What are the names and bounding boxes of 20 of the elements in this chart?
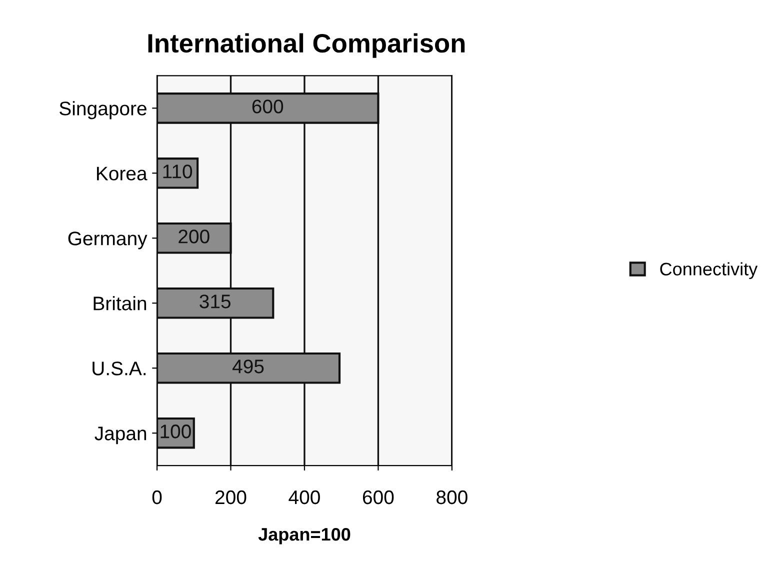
- data-label: 110: [163, 164, 192, 178]
- x-tick-label: 200: [216, 490, 246, 504]
- x-tick-label: 800: [436, 490, 468, 504]
- x-tick-label: 600: [362, 490, 394, 504]
- y-tick-label: U.S.A.: [92, 362, 146, 376]
- y-tick-label: Germany: [68, 232, 148, 250]
- y-tick-label: Singapore: [60, 101, 146, 120]
- chart-title: International Comparison: [148, 33, 465, 58]
- x-axis-title: Japan=100: [258, 528, 350, 544]
- data-label: 495: [232, 360, 264, 374]
- data-label: 315: [200, 294, 230, 308]
- data-label: 600: [252, 100, 284, 114]
- y-tick-label: Korea: [97, 166, 148, 180]
- x-tick-label: 400: [288, 490, 320, 504]
- y-tick-label: Japan: [94, 426, 146, 444]
- data-label: 100: [160, 424, 191, 438]
- legend-label: Connectivity: [660, 262, 758, 280]
- x-tick-label: 0: [152, 490, 162, 504]
- data-label: 200: [178, 230, 210, 244]
- y-tick-label: Britain: [94, 296, 146, 310]
